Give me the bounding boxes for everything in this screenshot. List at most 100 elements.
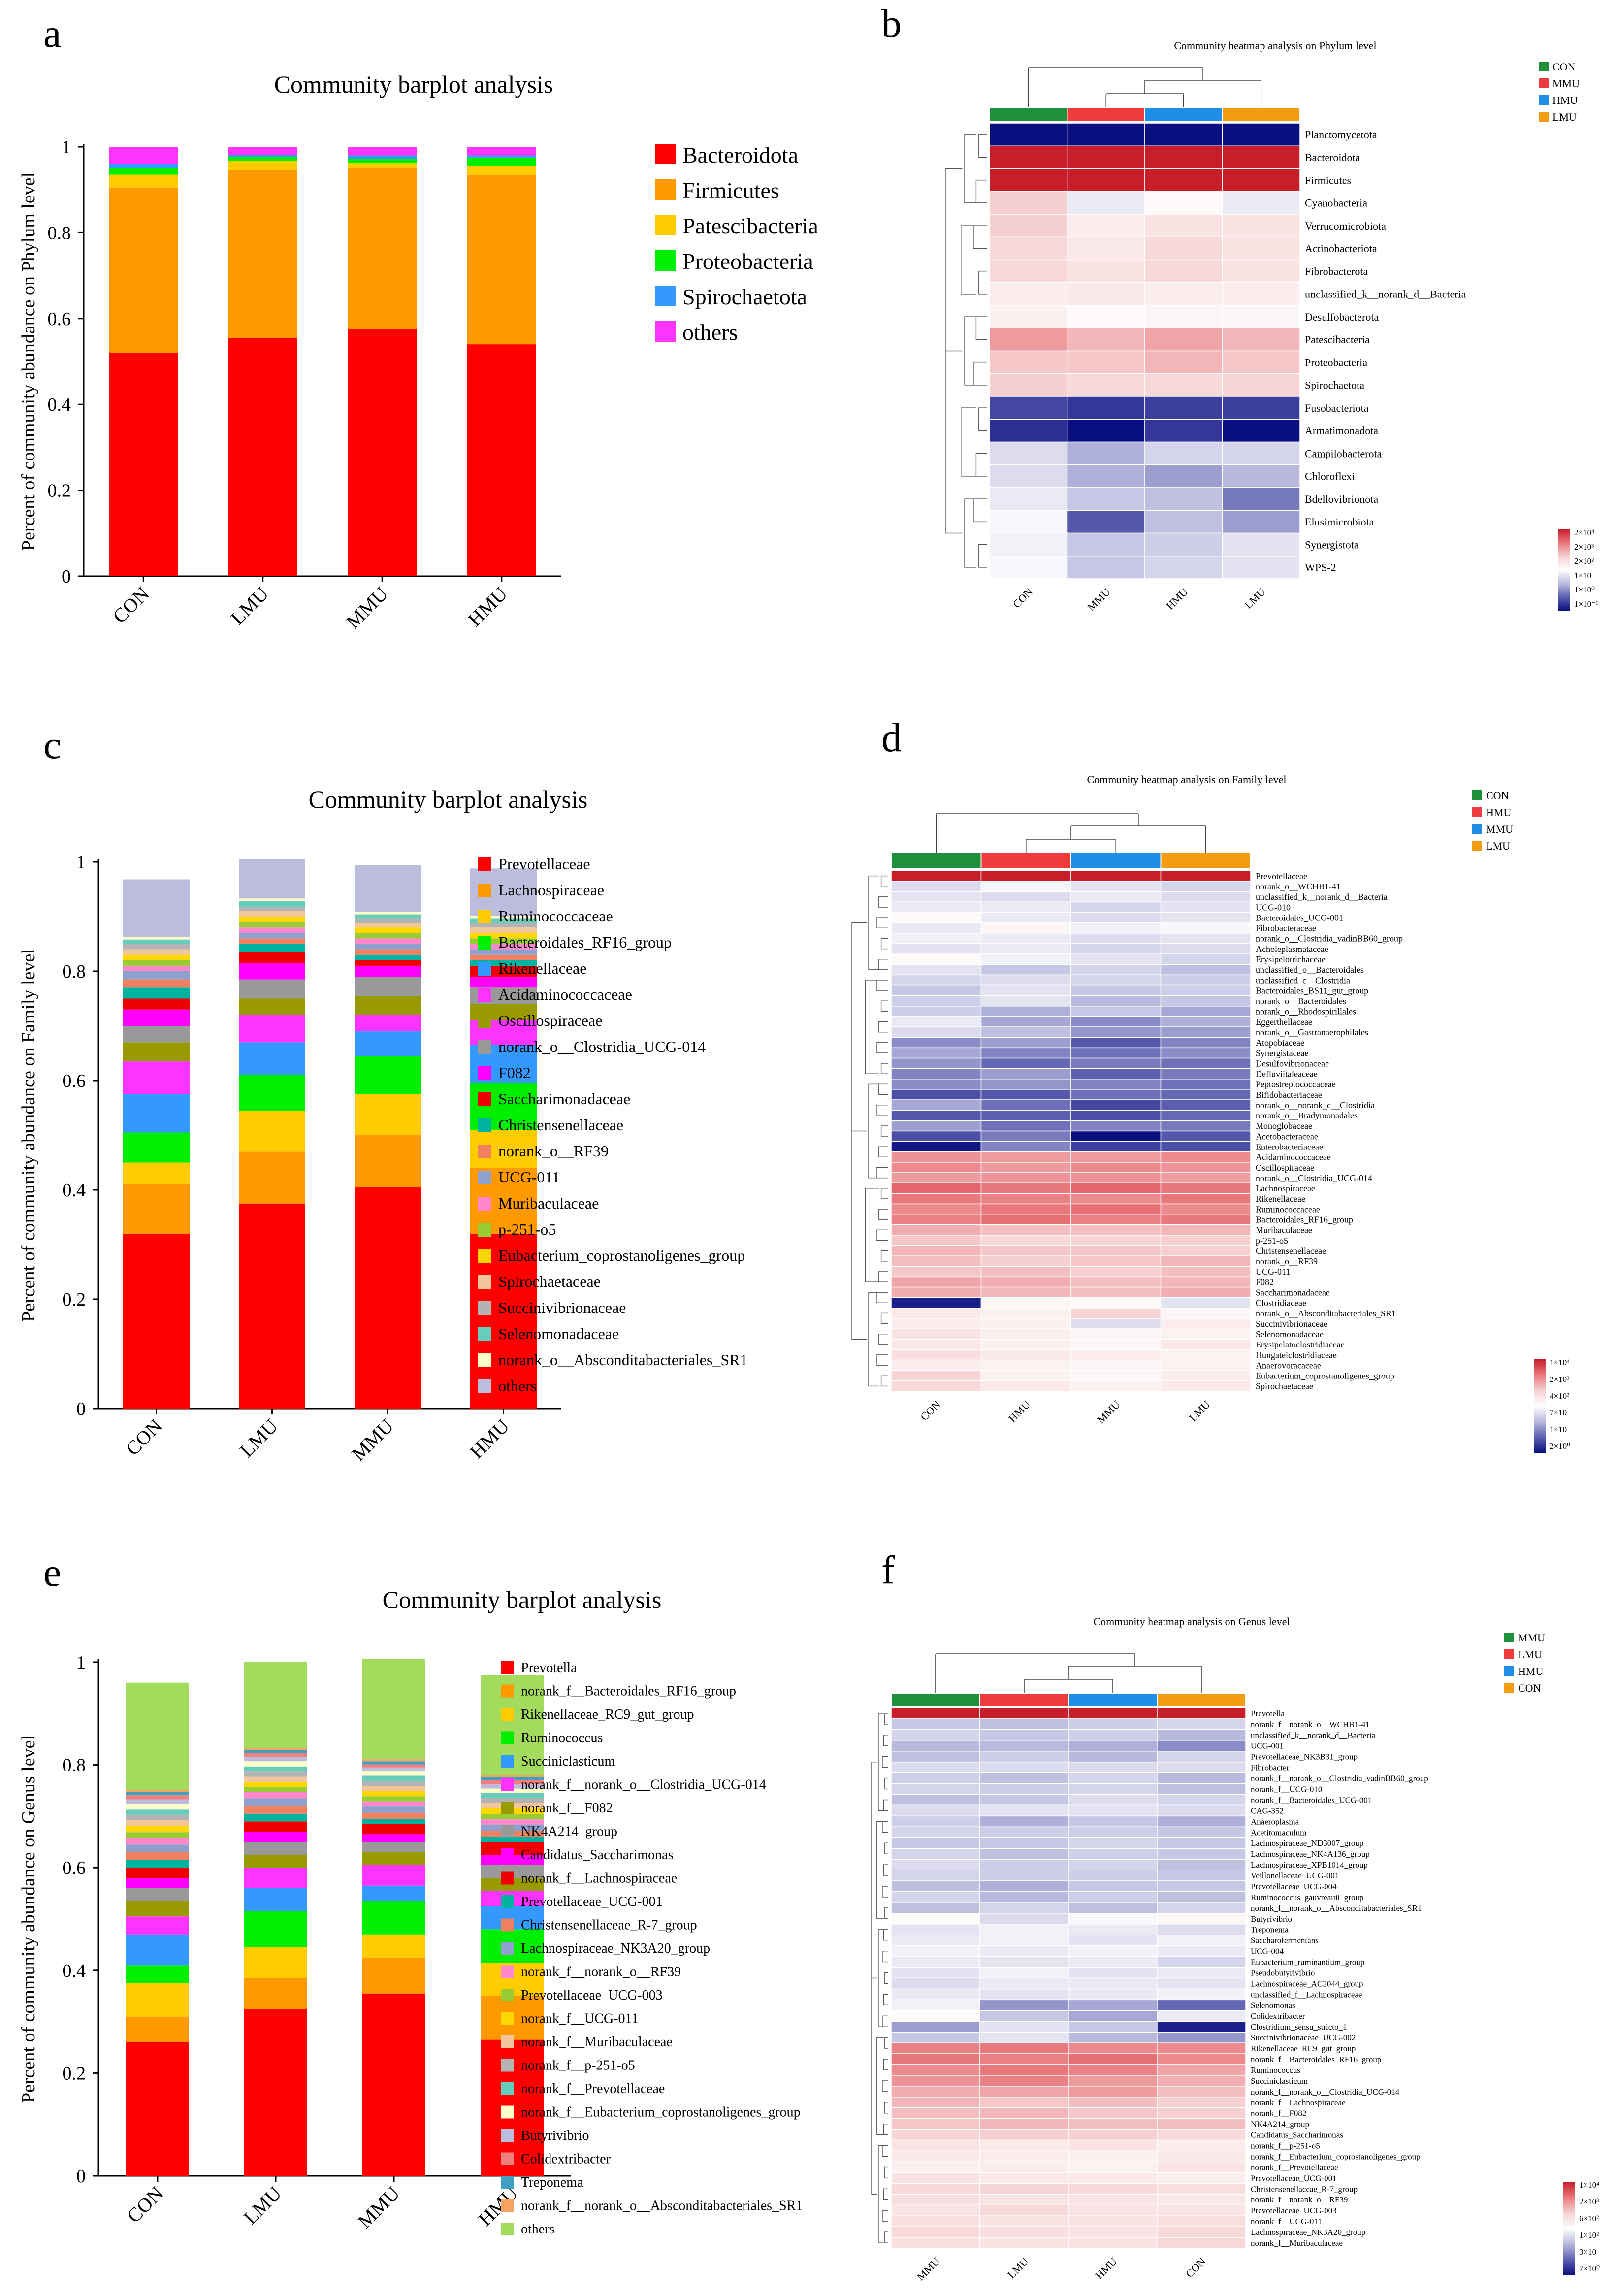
heatmap-cell [979,2161,1069,2173]
row-label: Bacteroidales_BS11_gut_group [1256,985,1368,995]
legend-label: norank_o__Clostridia_UCG-014 [498,1038,706,1055]
row-label: Succiniclasticum [1251,2076,1308,2086]
bar-segment-acidaminococcaceae [123,1061,190,1094]
row-label: Selenomonadaceae [1256,1329,1324,1339]
bar-segment-succinivibrionaceae [355,918,421,923]
colorbar [1558,529,1570,611]
row-label: Oscillospiraceae [1256,1163,1314,1173]
legend-label: Muribaculaceae [498,1194,599,1212]
bar-segment-eubacterium-coprostanoligenes-group [239,917,305,922]
group-legend-label: MMU [1486,823,1513,835]
bar-segment-norank-f-prevotellaceae [362,1775,425,1781]
heatmap-cell [891,1349,982,1361]
row-label: Candidatus_Saccharimonas [1251,2131,1343,2140]
heatmap-cell [1070,1370,1162,1381]
heatmap-cell [891,1945,980,1957]
heatmap-cell [1070,1214,1162,1225]
bar-segment-norank-f-norank-o-absconditabacteriales-sr1 [244,1748,307,1750]
row-label: norank_f__Bacteroidales_RF16_group [1251,2055,1381,2064]
group-legend-swatch [1504,1666,1514,1676]
bar-segment-rikenellaceae [123,1094,190,1133]
legend-label: norank_f__norank_o__Absconditabacteriale… [521,2198,803,2214]
chart-title: Community barplot analysis [383,1586,662,1613]
heatmap-cell [1160,1037,1251,1049]
bar-segment-candidatus-saccharimonas [126,1878,189,1888]
row-label: UCG-004 [1251,1947,1284,1956]
heatmap-cell [980,1057,1071,1069]
heatmap-cell [891,1977,980,1990]
heatmap-cell [1222,487,1300,511]
heatmap-cell [1067,259,1145,283]
bar-segment-prevotellaceae-ucg-003 [362,1796,425,1802]
bar-segment-eubacterium-coprostanoligenes-group [470,933,537,939]
heatmap-cell [1157,1729,1246,1741]
bar-segment-prevotellaceae [239,1203,305,1409]
heatmap-cell [980,1349,1071,1361]
heatmap-cell [1160,1079,1251,1090]
group-legend-swatch [1472,841,1482,851]
row-label: Rikenellaceae [1256,1194,1305,1204]
bar-segment-muribaculaceae [470,944,537,950]
legend-swatch-norank-o-rf39 [478,1145,491,1158]
heatmap-cell [891,922,982,934]
heatmap-cell [1160,1276,1251,1288]
heatmap-cell [891,2010,980,2022]
row-label: Armatimonadota [1305,425,1378,437]
bar-segment-ruminococcus [362,1901,425,1935]
heatmap-cell [1070,1286,1162,1298]
heatmap-cell [1222,373,1300,397]
bar-segment-selenomonadaceae [470,918,537,923]
panel-a-phylum-barplot: a Community barplot analysis 0 0.2 0.4 0.6 0.8… [18,11,818,633]
colorbar-label: 2×10³ [1550,1375,1569,1384]
row-label: Verrucomicrobiota [1305,220,1386,232]
row-label: norank_f__UCG-011 [1251,2217,1322,2226]
heatmap-cell [989,510,1068,534]
heatmap-cell [1068,1988,1158,2001]
legend-swatch-bacteroidota [655,144,676,164]
heatmap-cell [891,901,982,913]
heatmap-cell [1068,1815,1158,1828]
heatmap-cell [891,1308,982,1319]
row-label: norank_f__Muribaculaceae [1251,2238,1343,2248]
heatmap-cell [891,2107,980,2119]
heatmap-cell [891,1193,982,1205]
heatmap-cell [1160,1328,1251,1340]
row-label: Saccharimonadaceae [1256,1287,1330,1297]
heatmap-cell [979,1988,1069,2001]
heatmap-cell [1068,1718,1158,1730]
bar-segment-rikenellaceae-rc9-gut-group [244,1947,307,1978]
y-tick-label: 0.6 [63,1071,86,1091]
bar-segment-others [355,865,421,912]
row-label: Butyrivibrio [1251,1914,1292,1924]
row-label: Hungateiclostridiaceae [1256,1350,1337,1360]
legend-swatch-norank-f-eubacterium-coprostanoligenes-group [501,2105,514,2119]
heatmap-cell [891,1924,980,1935]
heatmap-cell [1144,305,1223,328]
bar-segment-spirochaetota [228,155,297,157]
colorbar-label: 2×10³ [1574,542,1594,552]
bar-segment-others [228,147,297,155]
legend-swatch-spirochaetaceae [478,1275,491,1289]
heatmap-cell [1067,396,1145,420]
legend-swatch-norank-f-norank-o-absconditabacteriales-sr1 [501,2199,514,2212]
heatmap-cell [1222,282,1300,306]
bar-segment-lachnospiraceae [355,1135,421,1187]
heatmap-cell [1068,1902,1158,1914]
heatmap-cell [1070,1245,1162,1256]
row-label: Defluviitaleaceae [1256,1069,1318,1079]
row-label: Saccharofermentans [1251,1936,1319,1945]
bar-segment-others [362,1659,425,1760]
heatmap-cell [979,1956,1069,1968]
heatmap-cell [1068,2237,1158,2249]
heatmap-cell [989,282,1068,306]
legend-swatch-f082 [478,1066,491,1080]
heatmap-cell [1157,1761,1246,1773]
bar-segment-norank-o-absconditabacteriales-sr1 [355,912,421,915]
bar-segment-ruminococcaceae [355,1094,421,1135]
heatmap-cell [1070,1339,1162,1350]
legend-label: norank_f__Lachnospiraceae [521,1871,677,1886]
bar-segment-f082 [239,963,305,980]
heatmap-cell [980,922,1071,934]
bar-segment-norank-f-norank-o-absconditabacteriales-sr1 [481,1775,544,1777]
legend-swatch-christensenellaceae-r-7-group [501,1918,514,1932]
